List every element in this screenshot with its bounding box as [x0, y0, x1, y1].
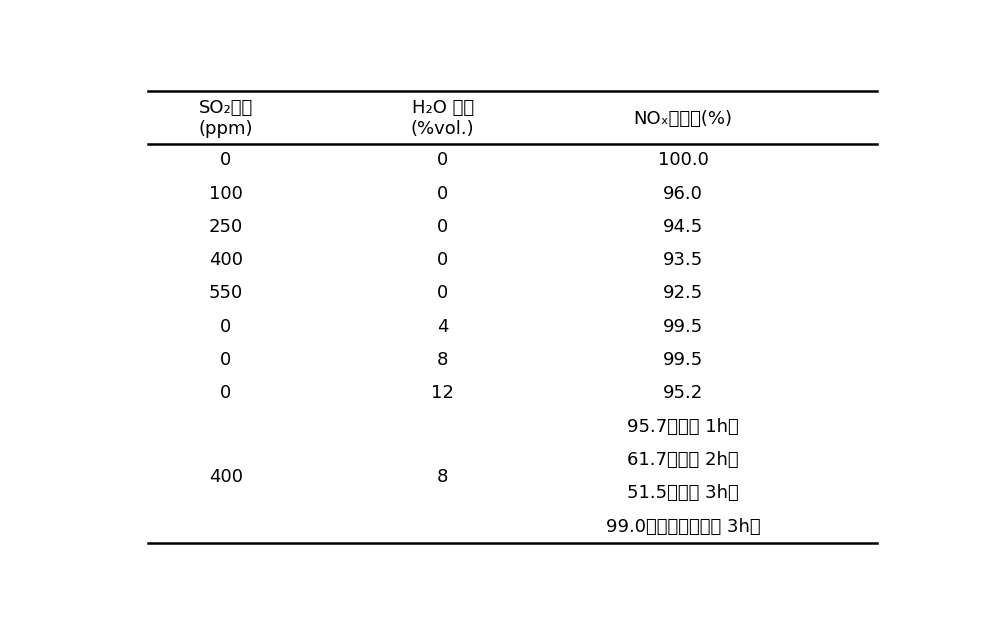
Text: 51.5（反应 3h）: 51.5（反应 3h）	[627, 484, 739, 502]
Text: 99.5: 99.5	[663, 351, 703, 369]
Text: 400: 400	[209, 251, 243, 269]
Text: 0: 0	[220, 351, 231, 369]
Text: 0: 0	[437, 285, 448, 303]
Text: (%vol.): (%vol.)	[411, 120, 475, 138]
Text: 250: 250	[209, 218, 243, 236]
Text: 93.5: 93.5	[663, 251, 703, 269]
Text: 0: 0	[437, 151, 448, 169]
Text: 100.0: 100.0	[658, 151, 708, 169]
Text: 550: 550	[209, 285, 243, 303]
Text: 8: 8	[437, 467, 448, 485]
Text: SO₂浓度: SO₂浓度	[199, 99, 253, 117]
Text: 92.5: 92.5	[663, 285, 703, 303]
Text: 95.7（反应 1h）: 95.7（反应 1h）	[627, 418, 739, 436]
Text: 95.2: 95.2	[663, 384, 703, 402]
Text: 99.0（停止通硫通水 3h）: 99.0（停止通硫通水 3h）	[606, 518, 760, 536]
Text: 0: 0	[437, 218, 448, 236]
Text: (ppm): (ppm)	[198, 120, 253, 138]
Text: H₂O 浓度: H₂O 浓度	[412, 99, 474, 117]
Text: 99.5: 99.5	[663, 318, 703, 336]
Text: 8: 8	[437, 351, 448, 369]
Text: 0: 0	[220, 384, 231, 402]
Text: 0: 0	[220, 151, 231, 169]
Text: 96.0: 96.0	[663, 185, 703, 203]
Text: 0: 0	[220, 318, 231, 336]
Text: 0: 0	[437, 185, 448, 203]
Text: 4: 4	[437, 318, 448, 336]
Text: 12: 12	[431, 384, 454, 402]
Text: 94.5: 94.5	[663, 218, 703, 236]
Text: 400: 400	[209, 467, 243, 485]
Text: 0: 0	[437, 251, 448, 269]
Text: 100: 100	[209, 185, 243, 203]
Text: NOₓ转化率(%): NOₓ转化率(%)	[634, 110, 732, 128]
Text: 61.7（反应 2h）: 61.7（反应 2h）	[627, 451, 739, 469]
